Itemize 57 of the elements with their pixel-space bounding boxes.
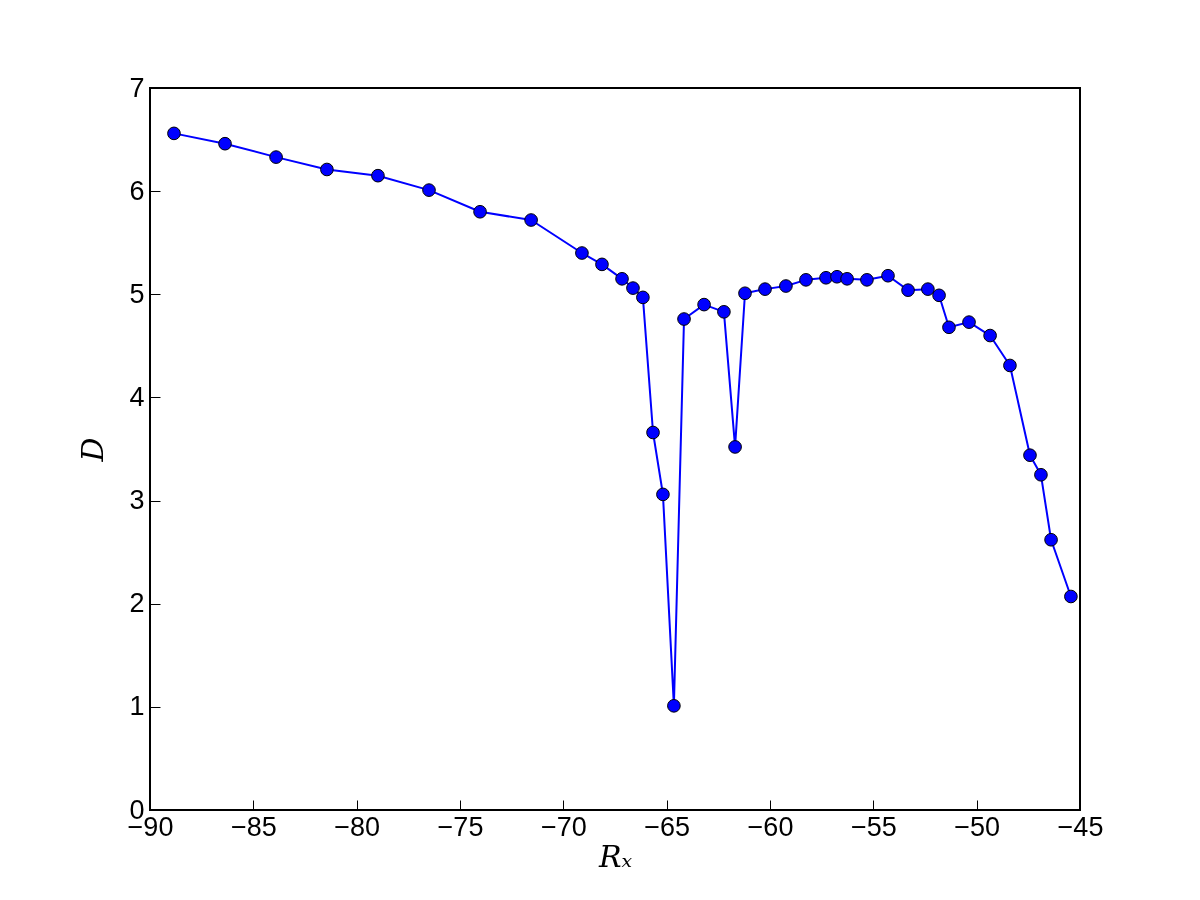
point [860,273,874,287]
point [218,136,232,151]
point [881,268,895,283]
point [942,320,956,335]
y-axis-title: D [75,437,111,463]
point [626,281,640,295]
point [656,487,670,502]
point [901,283,915,297]
point [779,279,793,293]
point [646,425,660,440]
x-tick-label: −60 [747,811,794,842]
point [167,126,181,141]
point [269,150,283,164]
point [636,290,650,305]
point [697,297,711,312]
point [667,699,681,713]
y-tick-label: 3 [129,485,145,516]
x-tick-label: −65 [644,811,691,842]
point [738,286,752,301]
point [575,246,589,260]
point [921,282,935,296]
x-tick-label: −70 [540,811,587,842]
point [615,272,629,286]
point [758,282,772,296]
point [1023,448,1037,462]
point [473,204,487,219]
point [371,168,385,183]
y-tick-label: 7 [129,72,145,103]
point [728,440,742,454]
x-tick-label: −75 [437,811,484,842]
y-tick-label: 4 [129,381,145,412]
point [1034,467,1048,482]
point [1003,358,1017,373]
x-tick-label: −85 [230,811,277,842]
point [962,315,976,329]
point [983,328,997,343]
point [840,272,854,286]
x-tick-label: −50 [954,811,1001,842]
point [799,273,813,287]
point [932,288,946,303]
x-tick-label: −45 [1057,811,1104,842]
x-axis-title: Rₓ [597,838,633,874]
y-tick-label: 6 [129,175,145,206]
y-tick-label: 5 [129,278,145,309]
x-tick-label: −55 [850,811,897,842]
point [677,312,691,326]
point [1064,589,1078,604]
point [1044,532,1058,547]
point [819,270,833,285]
y-tick-label: 1 [129,691,145,722]
point [595,257,609,272]
y-tick-label: 2 [129,588,145,619]
point [717,305,731,319]
x-tick-label: −80 [334,811,381,842]
point [524,213,538,227]
point [320,162,334,177]
point [422,183,436,197]
